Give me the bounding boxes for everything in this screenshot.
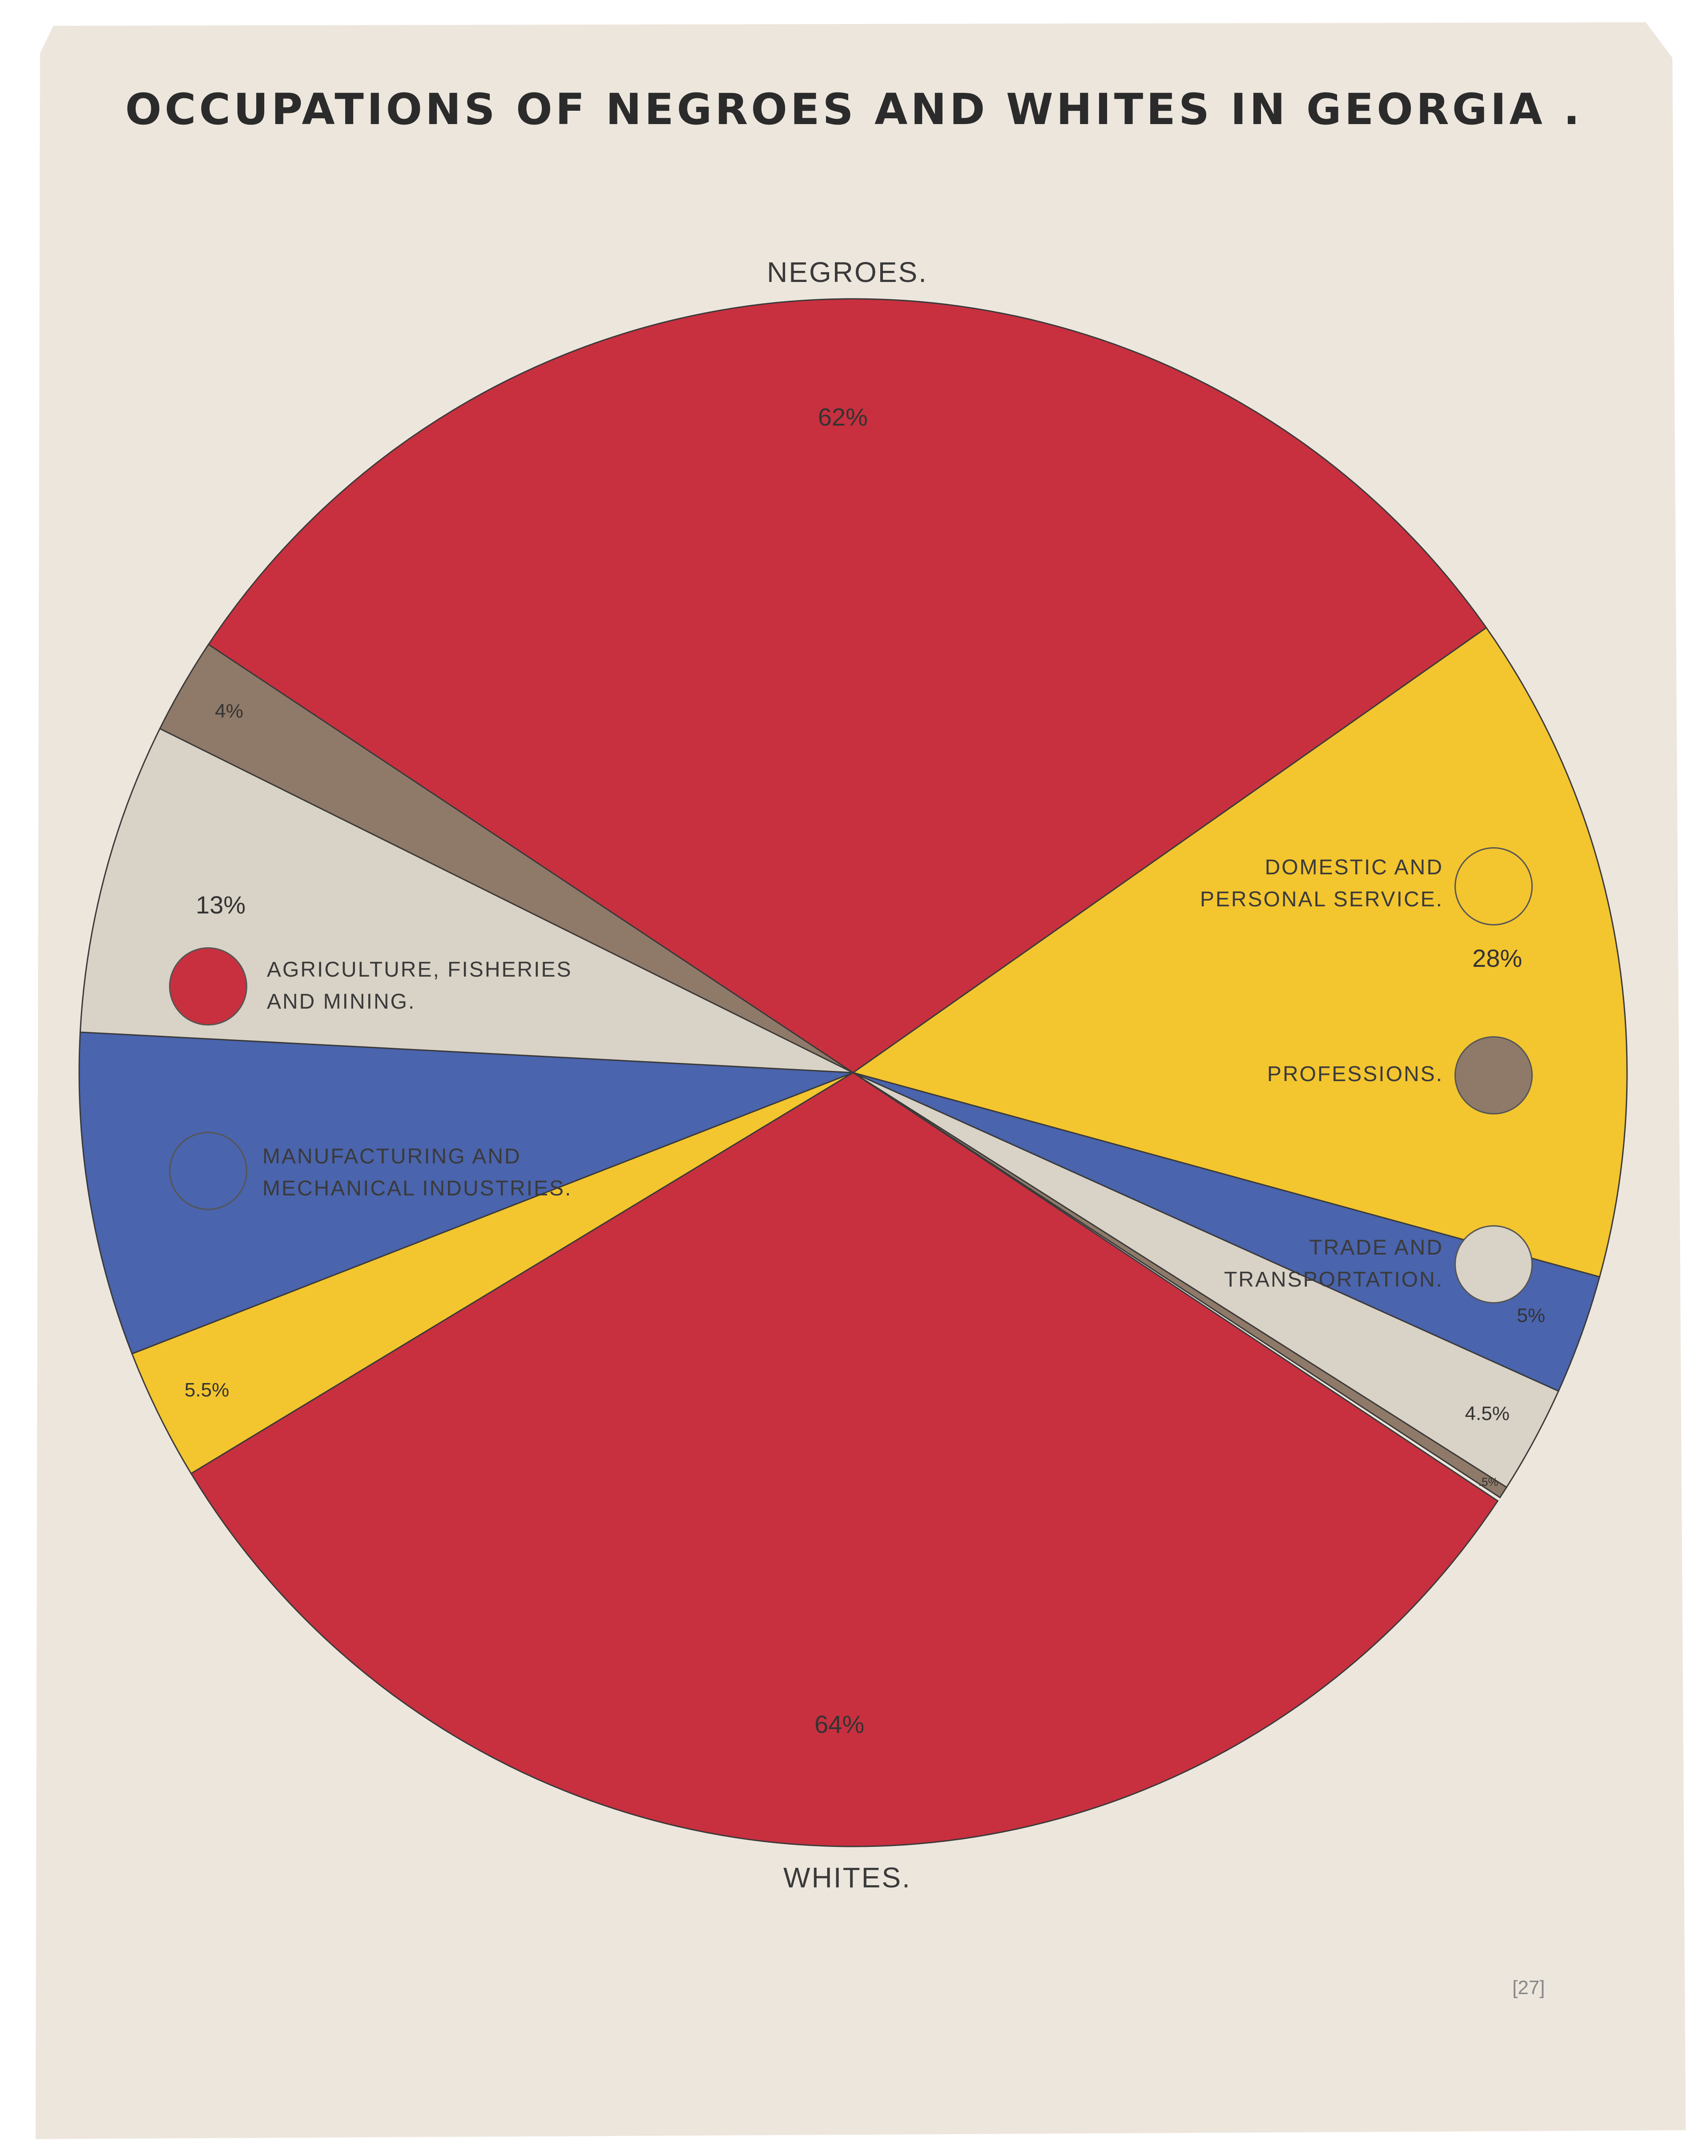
slice-negroes-domestic (851, 627, 1628, 1278)
slice-negroes-professions (853, 1072, 1508, 1499)
slice-whites-domestic (131, 1072, 854, 1475)
legend-swatch-professions (1454, 1036, 1533, 1114)
legend-label-domestic: DOMESTIC AND PERSONAL SERVICE. (1200, 856, 1443, 911)
series-label-negroes: NEGROES. (767, 256, 928, 288)
archive-number: [27] (1512, 1977, 1545, 1999)
legend-swatch-agriculture (169, 947, 247, 1026)
slice-whites-manufacturing (78, 1031, 854, 1355)
legend-label-manufacturing: MANUFACTURING AND MECHANICAL INDUSTRIES. (262, 1145, 572, 1200)
legend-label-agriculture: AGRICULTURE, FISHERIES AND MINING. (267, 958, 572, 1014)
label-negroes-manufacturing: 5% (1517, 1304, 1545, 1326)
legend-swatch-manufacturing (169, 1132, 247, 1210)
pie-slices (78, 298, 1628, 1847)
legend-swatch-trade (1454, 1225, 1533, 1303)
label-whites-professions: 4% (215, 700, 243, 722)
legend-label-professions: PROFESSIONS. (1267, 1062, 1443, 1086)
slice-whites-professions (159, 644, 854, 1074)
label-whites-trade: 13% (196, 891, 246, 919)
slice-whites-trade (79, 728, 854, 1074)
label-negroes-domestic: 28% (1472, 944, 1522, 972)
chart-title: OCCUPATIONS OF NEGROES AND WHITES IN GEO… (125, 84, 1583, 134)
label-whites-domestic: 5.5% (185, 1379, 229, 1401)
slice-whites-agriculture (190, 1072, 1499, 1847)
slice-negroes-agriculture (205, 298, 1487, 1074)
label-whites-agriculture: 64% (814, 1710, 864, 1738)
legend-swatch-domestic (1454, 847, 1533, 925)
label-negroes-trade: 4.5% (1465, 1403, 1510, 1424)
series-label-whites: WHITES. (783, 1862, 911, 1894)
label-negroes-agriculture: 62% (818, 403, 868, 431)
label-negroes-professions: .5% (1478, 1475, 1499, 1488)
legend-label-trade: TRADE AND TRANSPORTATION. (1224, 1236, 1443, 1291)
